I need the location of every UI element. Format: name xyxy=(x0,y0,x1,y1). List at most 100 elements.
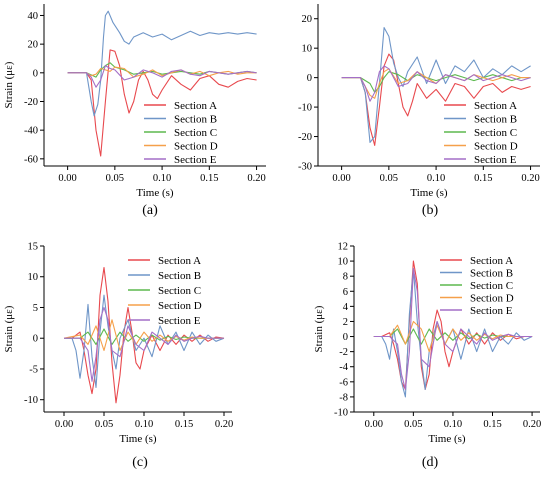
chart-panel-c: 0.00 0.05 0.10 0.15 0.20 -10 -5 0 5 10 15 Time (s) S… xyxy=(3,242,233,471)
x-tick-label: 0.00 xyxy=(332,173,350,184)
y-tick-label: -8 xyxy=(339,392,348,403)
y-tick-label: -2 xyxy=(339,347,348,358)
x-tick-label: 0.10 xyxy=(427,173,445,184)
x-tick-label: 0.00 xyxy=(365,419,383,430)
x-tick-label: 0.00 xyxy=(55,419,73,430)
x-tick-label: 0.05 xyxy=(106,173,124,184)
y-tick-label: 0 xyxy=(307,73,312,84)
y-tick-label: -20 xyxy=(298,132,312,143)
chart-panel-d: 0.00 0.05 0.10 0.15 0.20 -10 -8 -6 -4 -2 0 2 4 6 8 10 12… xyxy=(313,242,541,471)
legend-label: Section C xyxy=(470,280,513,292)
legend-label: Section A xyxy=(470,255,513,267)
y-tick-label: 8 xyxy=(343,272,348,283)
x-tick-label: 0.15 xyxy=(474,173,492,184)
legend-label: Section D xyxy=(470,293,514,305)
panel-caption: (c) xyxy=(132,455,148,470)
panel-caption: (b) xyxy=(422,203,439,218)
x-tick-label: 0.15 xyxy=(483,419,501,430)
legend-label: Section C xyxy=(474,127,517,139)
y-axis-label: Strain (με) xyxy=(3,61,15,108)
y-tick-label: 0 xyxy=(33,68,38,79)
y-tick-label: -10 xyxy=(24,395,38,406)
series-line-section-b xyxy=(67,10,257,117)
x-axis-label: Time (s) xyxy=(428,433,466,445)
y-tick-label: 10 xyxy=(302,44,313,55)
x-axis-label: Time (s) xyxy=(136,187,174,199)
series-line-section-d xyxy=(373,320,533,353)
y-tick-label: 0 xyxy=(33,334,38,345)
x-tick-label: 0.10 xyxy=(135,419,153,430)
x-axis-label: Time (s) xyxy=(119,433,157,445)
legend-label: Section E xyxy=(158,315,201,327)
series-line-section-e xyxy=(341,65,531,102)
x-tick-label: 0.10 xyxy=(444,419,462,430)
y-tick-label: -4 xyxy=(339,362,348,373)
series-line-section-c xyxy=(67,62,257,78)
x-axis-label: Time (s) xyxy=(410,187,448,199)
y-tick-label: -30 xyxy=(298,162,312,173)
y-axis-label: Strain (με) xyxy=(3,305,15,352)
legend: Section A Section B Section C Section D Sect… xyxy=(128,255,202,327)
y-tick-label: 2 xyxy=(343,317,348,328)
series-line-section-e xyxy=(373,268,533,390)
series-line-section-e xyxy=(67,65,257,88)
panel-caption: (d) xyxy=(422,455,439,470)
panel-caption: (a) xyxy=(142,203,158,218)
y-tick-label: 15 xyxy=(28,242,39,253)
y-tick-label: 12 xyxy=(338,242,349,253)
x-tick-label: 0.20 xyxy=(521,173,539,184)
chart-panel-b: 0.00 0.05 0.10 0.15 0.20 -30 -20 -10 0 10 20 Time (… xyxy=(298,4,540,218)
series-line-section-a xyxy=(67,49,257,157)
y-tick-label: 6 xyxy=(343,287,348,298)
legend-label: Section D xyxy=(158,300,202,312)
x-tick-label: 0.15 xyxy=(175,419,193,430)
y-tick-label: 5 xyxy=(33,303,38,314)
legend-label: Section A xyxy=(474,100,517,112)
y-tick-label: -40 xyxy=(24,126,38,137)
x-tick-label: 0.20 xyxy=(247,173,265,184)
legend-label: Section A xyxy=(174,100,217,112)
legend-label: Section B xyxy=(474,114,517,126)
series-line-section-d xyxy=(67,66,257,78)
y-tick-label: -20 xyxy=(24,97,38,108)
y-tick-label: 20 xyxy=(302,14,313,25)
x-tick-label: 0.05 xyxy=(95,419,113,430)
y-tick-label: 40 xyxy=(28,11,39,22)
series-line-section-e xyxy=(64,306,224,382)
x-tick-label: 0.05 xyxy=(380,173,398,184)
chart-panel-a: 0.00 0.05 0.10 0.15 0.20 -60 -40 -20 0 20 40 Time (… xyxy=(3,4,266,218)
legend-label: Section A xyxy=(158,255,201,267)
legend-label: Section D xyxy=(174,141,218,153)
y-tick-label: 10 xyxy=(28,272,39,283)
x-tick-label: 0.10 xyxy=(153,173,171,184)
series-line-section-a xyxy=(341,53,531,146)
series-line-section-b xyxy=(341,27,531,143)
x-tick-label: 0.00 xyxy=(58,173,76,184)
x-tick-label: 0.20 xyxy=(215,419,233,430)
y-tick-label: -10 xyxy=(298,103,312,114)
y-tick-label: 10 xyxy=(338,257,349,268)
y-tick-label: -10 xyxy=(334,408,348,419)
x-tick-label: 0.05 xyxy=(404,419,422,430)
legend-label: Section C xyxy=(158,285,201,297)
legend-label: Section E xyxy=(174,154,217,166)
legend-label: Section B xyxy=(470,268,513,280)
legend-label: Section D xyxy=(474,141,518,153)
y-tick-label: -60 xyxy=(24,154,38,165)
legend-label: Section E xyxy=(474,154,517,166)
y-tick-label: -5 xyxy=(29,364,38,375)
legend-label: Section B xyxy=(158,270,201,282)
x-tick-label: 0.15 xyxy=(200,173,218,184)
series-line-section-d xyxy=(341,68,531,99)
legend-label: Section C xyxy=(174,127,217,139)
legend-label: Section B xyxy=(174,114,217,126)
y-tick-label: -6 xyxy=(339,377,348,388)
series-line-section-d xyxy=(63,319,224,352)
y-axis-label: Strain (με) xyxy=(313,305,325,352)
legend-label: Section E xyxy=(470,305,513,317)
x-tick-label: 0.20 xyxy=(523,419,541,430)
